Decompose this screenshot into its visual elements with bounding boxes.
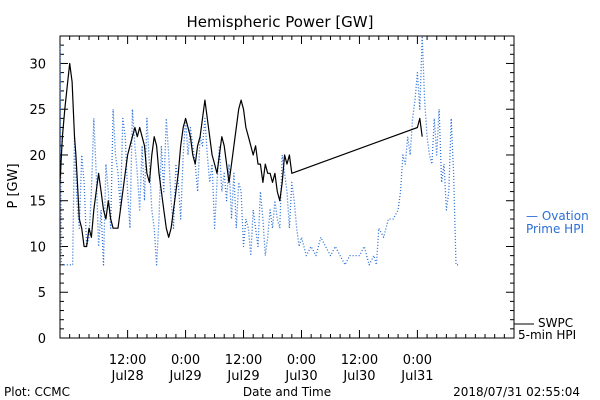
- x-tick-label-time: 0:00: [171, 353, 200, 368]
- x-tick-label-date: Jul30: [342, 369, 375, 384]
- x-tick-label-time: 0:00: [403, 353, 432, 368]
- legend: — Ovation Prime HPI SWPC 5-min HPI: [514, 209, 589, 342]
- y-tick-label: 15: [29, 195, 46, 210]
- x-tick-label-time: 12:00: [109, 353, 146, 368]
- x-tick-label-date: Jul30: [284, 369, 317, 384]
- y-tick-label: 20: [29, 149, 46, 164]
- plot-frame: [59, 35, 515, 339]
- x-tick-label-date: Jul29: [168, 369, 201, 384]
- footer-plot-credit: Plot: CCMC: [4, 385, 70, 399]
- legend-swpc-line2: 5-min HPI: [518, 328, 576, 342]
- x-tick-label-date: Jul31: [400, 369, 433, 384]
- legend-ovation-line1: — Ovation: [526, 209, 589, 223]
- series-layer: [59, 35, 459, 266]
- chart-title: Hemispheric Power [GW]: [187, 13, 374, 31]
- footer-timestamp: 2018/07/31 02:55:04: [453, 385, 580, 399]
- x-tick-label-date: Jul28: [110, 369, 143, 384]
- y-axis-ticks: 0 5 10 15 20 25 30: [29, 35, 514, 347]
- y-tick-label: 10: [29, 240, 46, 255]
- x-tick-label-date: Jul29: [226, 369, 259, 384]
- y-tick-label: 25: [29, 103, 46, 118]
- y-tick-label: 0: [38, 332, 46, 347]
- x-axis-label: Date and Time: [243, 385, 331, 399]
- y-tick-label: 5: [38, 286, 46, 301]
- x-tick-label-time: 12:00: [341, 353, 378, 368]
- series-line-ovation-prime: [59, 35, 459, 266]
- x-axis-ticks: 12:00Jul280:00Jul2912:00Jul290:00Jul3012…: [69, 36, 505, 384]
- series-line-swpc: [59, 62, 423, 248]
- legend-swpc-line1: SWPC: [538, 316, 573, 330]
- y-axis-label: P [GW]: [6, 163, 21, 208]
- y-tick-label: 30: [29, 57, 46, 72]
- x-tick-label-time: 12:00: [225, 353, 262, 368]
- legend-ovation-line2: Prime HPI: [526, 222, 584, 236]
- x-tick-label-time: 0:00: [287, 353, 316, 368]
